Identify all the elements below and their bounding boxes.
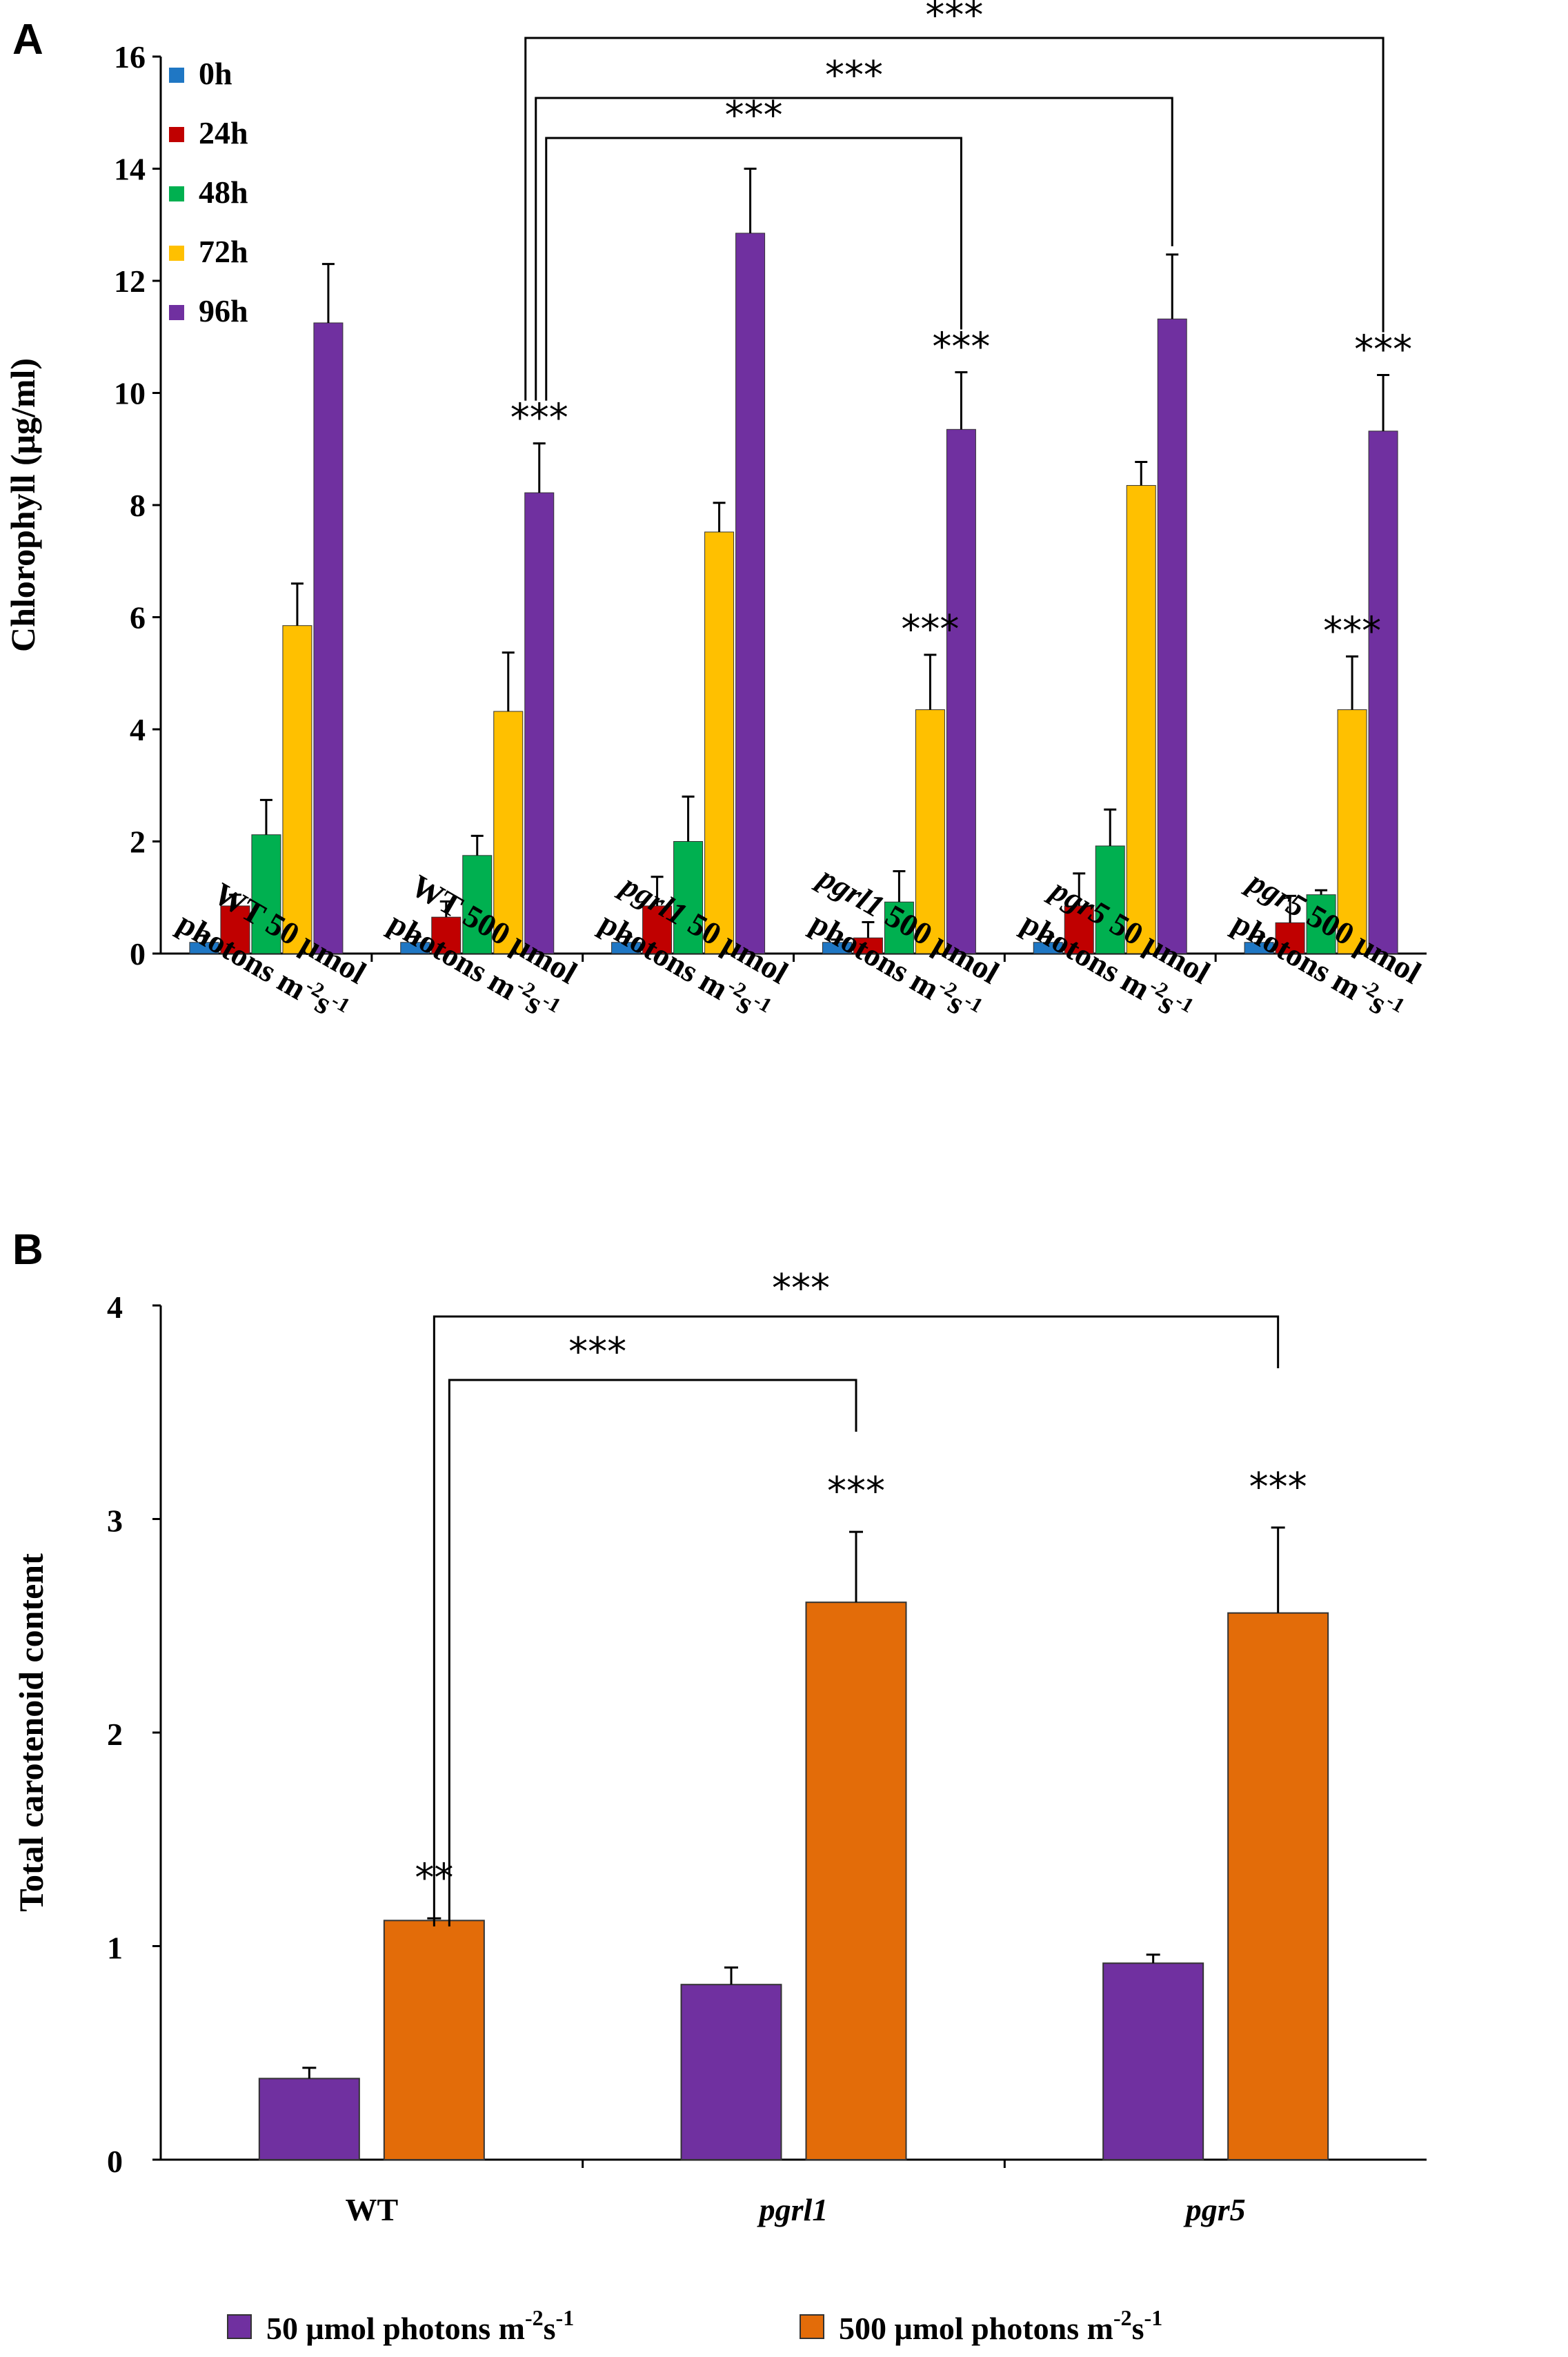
significance-label: ***: [827, 1469, 885, 1514]
legend-label: 48h: [199, 175, 248, 210]
bar-72h-3: [915, 709, 945, 954]
significance-label: ***: [510, 396, 568, 441]
legend-label: 24h: [199, 115, 248, 150]
bracket-label: ***: [925, 0, 983, 38]
significance-label: ***: [1354, 328, 1412, 373]
category-label-0: WT: [345, 2192, 398, 2227]
bar-series1-0: [383, 1920, 485, 2161]
comparison-bracket: [545, 137, 962, 401]
legend-text: 50 μmol photons m: [266, 2311, 525, 2346]
legend-text: s: [1132, 2311, 1144, 2346]
significance-label: ***: [1249, 1465, 1307, 1510]
legend-sup: -2: [525, 2305, 544, 2330]
y-tick-label: 0: [130, 936, 146, 972]
legend-swatch: [169, 246, 184, 261]
bar-72h-0: [282, 625, 312, 954]
y-tick-label: 4: [107, 1290, 123, 1325]
comparison-bracket: [448, 1379, 857, 1926]
legend-label: 500 μmol photons m-2s-1: [839, 2305, 1162, 2346]
significance-label: ***: [901, 607, 959, 652]
bar-48h-3: [884, 901, 914, 954]
legend-label: 72h: [199, 234, 248, 269]
bar-series1-2: [1227, 1612, 1329, 2160]
bar-72h-2: [704, 531, 735, 954]
legend-label: 0h: [199, 56, 232, 91]
bar-72h-5: [1337, 709, 1367, 954]
legend-sup: -1: [1144, 2305, 1163, 2330]
legend-swatch: [169, 186, 184, 201]
bar-96h-5: [1368, 431, 1398, 954]
y-tick-label: 12: [114, 264, 146, 299]
bracket-label: ***: [568, 1330, 626, 1374]
bar-24h-0: [220, 905, 250, 954]
bar-24h-2: [642, 905, 673, 954]
significance-label: ***: [1323, 609, 1381, 653]
bar-48h-0: [251, 834, 281, 954]
y-tick-label: 2: [130, 825, 146, 860]
bar-96h-3: [946, 428, 976, 954]
y-tick-label: 14: [114, 152, 146, 187]
category-label-1: pgrl1: [757, 2192, 828, 2227]
y-tick-label: 0: [107, 2144, 123, 2179]
comparison-bracket: [535, 97, 1173, 401]
legend-swatch: [169, 305, 184, 320]
bar-96h-1: [524, 492, 555, 954]
legend-label: 96h: [199, 293, 248, 328]
bar-series1-1: [805, 1601, 907, 2161]
legend-text: s: [544, 2311, 556, 2346]
bar-24h-4: [1064, 905, 1094, 954]
bar-series0-1: [680, 1984, 782, 2160]
legend-swatch: [800, 2314, 824, 2339]
bar-96h-2: [735, 233, 766, 954]
legend-swatch: [169, 68, 184, 83]
y-tick-label: 4: [130, 712, 146, 747]
y-tick-label: 3: [107, 1503, 123, 1539]
y-tick-label: 16: [114, 39, 146, 75]
bar-96h-0: [313, 322, 344, 954]
y-tick-label: 10: [114, 376, 146, 411]
legend-sup: -1: [556, 2305, 575, 2330]
y-axis-label: Chlorophyll (μg/ml): [3, 358, 42, 652]
significance-label: ***: [932, 324, 990, 369]
bar-72h-1: [493, 711, 524, 954]
comparison-bracket: [433, 1315, 1280, 1926]
bar-72h-4: [1126, 485, 1156, 954]
chart-b: 0 1 2 3 4 Total carotenoid content *** ** * *** **…: [12, 1266, 1427, 2346]
category-label-2: pgr5: [1183, 2192, 1246, 2227]
legend-label: 50 μmol photons m-2s-1: [266, 2305, 574, 2346]
y-tick-label: 6: [130, 600, 146, 635]
bracket-label: ***: [725, 93, 783, 138]
bar-series0-2: [1102, 1962, 1204, 2160]
legend-swatch: [227, 2314, 252, 2339]
bar-series0-0: [258, 2078, 360, 2160]
legend-sup: -2: [1113, 2305, 1132, 2330]
panel-b-letter: B: [12, 1226, 43, 1274]
bar-48h-1: [462, 855, 493, 954]
chart-a: 0 2 4 6 8 10 12 14 16 Chlorophyll (μg/ml) *** *** **…: [3, 0, 1427, 1021]
y-tick-label: 1: [107, 1931, 123, 1966]
bar-48h-2: [673, 841, 704, 954]
bar-96h-4: [1157, 318, 1187, 954]
bar-48h-4: [1095, 845, 1125, 954]
bar-24h-5: [1275, 922, 1305, 954]
legend-swatch: [169, 127, 184, 142]
y-axis-label: Total carotenoid content: [12, 1553, 50, 1912]
bracket-label: ***: [772, 1266, 830, 1311]
y-tick-label: 2: [107, 1717, 123, 1752]
comparison-bracket: [524, 37, 1385, 401]
legend-text: 500 μmol photons m: [839, 2311, 1113, 2346]
bracket-label: ***: [825, 53, 883, 98]
y-tick-label: 8: [130, 488, 146, 523]
bar-48h-5: [1306, 894, 1336, 954]
panel-a-letter: A: [12, 16, 43, 63]
